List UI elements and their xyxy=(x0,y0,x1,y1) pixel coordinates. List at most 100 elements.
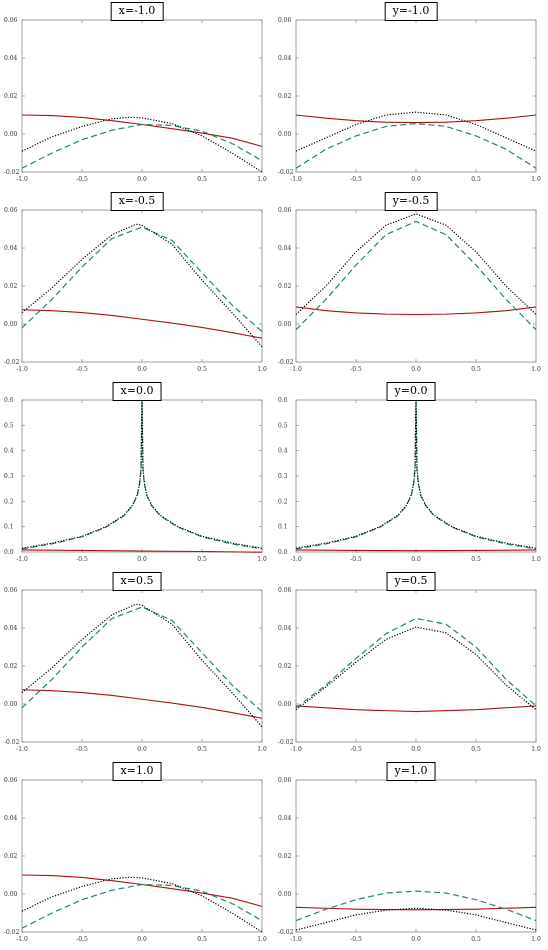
series-line-solid xyxy=(21,309,263,339)
y-tick-label: 0.02 xyxy=(4,283,18,290)
chart-title: x=-1.0 xyxy=(110,2,164,21)
chart-plot: 0.0 0.1 0.2 0.3 0.4 0.5 0.6 -1.0 -0.5 0.0 0.5 1.0 xyxy=(278,394,541,563)
chart-panel: -0.02 0.00 0.02 0.04 0.06 -1.0 -0.5 0.0 0.5 1.0 y=… xyxy=(274,760,548,950)
x-tick-label: 1.0 xyxy=(257,366,267,373)
x-tick-label: 0.5 xyxy=(471,746,481,753)
x-tick-label: 0.0 xyxy=(411,556,421,563)
plot-frame xyxy=(295,589,537,743)
series-line-dashed xyxy=(21,883,263,929)
x-tick-label: -0.5 xyxy=(350,746,362,753)
x-tick-label: 0.5 xyxy=(471,936,481,943)
x-tick-label: -0.5 xyxy=(76,746,88,753)
y-tick-label: 0.06 xyxy=(4,587,18,594)
chart-plot: -0.02 0.00 0.02 0.04 0.06 -1.0 -0.5 0.0 0.5 1.0 xyxy=(278,777,541,943)
y-tick-label: 0.06 xyxy=(278,587,292,594)
x-tick-label: 0.0 xyxy=(411,746,421,753)
y-tick-label: 0.00 xyxy=(278,321,292,328)
y-tick-label: 0.5 xyxy=(4,422,14,429)
x-tick-label: -0.5 xyxy=(350,176,362,183)
series-line-solid xyxy=(295,906,537,911)
series-line-dashed xyxy=(21,606,263,713)
chart-panel: -0.02 0.00 0.02 0.04 0.06 -1.0 -0.5 0.0 0.5 1.0 x=… xyxy=(0,570,274,760)
y-tick-label: 0.3 xyxy=(278,473,288,480)
x-tick-label: -1.0 xyxy=(16,936,28,943)
chart-panel: 0.0 0.1 0.2 0.3 0.4 0.5 0.6 -1.0 -0.5 0.0 0.5 1.0 y=… xyxy=(274,380,548,570)
y-tick-label: 0.04 xyxy=(4,815,18,822)
chart-panel: -0.02 0.00 0.02 0.04 0.06 -1.0 -0.5 0.0 0.5 1.0 x=… xyxy=(0,760,274,950)
plot-frame xyxy=(21,209,263,363)
x-tick-label: 0.5 xyxy=(197,746,207,753)
series-line-dashed xyxy=(21,226,263,333)
y-tick-label: 0.00 xyxy=(4,131,18,138)
y-tick-label: 0.1 xyxy=(278,524,288,531)
y-tick-label: 0.4 xyxy=(278,448,288,455)
chart-title: x=0.0 xyxy=(112,382,162,401)
series-line-solid xyxy=(295,114,537,124)
y-tick-label: 0.06 xyxy=(278,777,292,784)
series-line-solid xyxy=(295,549,537,552)
y-tick-label: 0.04 xyxy=(278,815,292,822)
x-tick-label: 0.0 xyxy=(137,176,147,183)
y-tick-label: 0.6 xyxy=(278,397,288,404)
series-line-dotted xyxy=(21,876,263,933)
y-tick-label: 0.04 xyxy=(278,625,292,632)
series-line-solid xyxy=(21,689,263,719)
y-tick-label: 0.5 xyxy=(278,422,288,429)
series-line-solid xyxy=(21,874,263,907)
series-line-dotted xyxy=(295,394,537,549)
y-tick-label: 0.00 xyxy=(4,321,18,328)
x-tick-label: 0.0 xyxy=(411,366,421,373)
y-tick-label: -0.02 xyxy=(278,169,294,176)
chart-title: y=1.0 xyxy=(386,762,436,781)
x-tick-label: -1.0 xyxy=(16,176,28,183)
y-tick-label: 0.04 xyxy=(278,55,292,62)
plot-frame xyxy=(295,209,537,363)
x-tick-label: -1.0 xyxy=(290,176,302,183)
y-tick-label: 0.0 xyxy=(4,549,14,556)
x-tick-label: -0.5 xyxy=(350,366,362,373)
y-tick-label: -0.02 xyxy=(278,929,294,936)
x-tick-label: 0.5 xyxy=(471,556,481,563)
x-tick-label: -0.5 xyxy=(350,556,362,563)
x-tick-label: -1.0 xyxy=(290,936,302,943)
series-line-solid xyxy=(295,306,537,316)
series-line-solid xyxy=(21,114,263,147)
chart-plot: -0.02 0.00 0.02 0.04 0.06 -1.0 -0.5 0.0 0.5 1.0 xyxy=(278,587,541,753)
chart-panel: -0.02 0.00 0.02 0.04 0.06 -1.0 -0.5 0.0 0.5 1.0 y=… xyxy=(274,0,548,190)
chart-title: y=0.0 xyxy=(386,382,436,401)
x-tick-label: 0.0 xyxy=(411,176,421,183)
series-line-dotted xyxy=(295,907,537,931)
y-tick-label: 0.02 xyxy=(278,663,292,670)
x-tick-label: 0.0 xyxy=(137,936,147,943)
series-line-dashed xyxy=(295,220,537,331)
y-tick-label: 0.04 xyxy=(4,55,18,62)
x-tick-label: -0.5 xyxy=(350,936,362,943)
x-tick-label: -0.5 xyxy=(76,366,88,373)
x-tick-label: -1.0 xyxy=(16,746,28,753)
x-tick-label: -0.5 xyxy=(76,936,88,943)
y-tick-label: 0.02 xyxy=(4,853,18,860)
chart-plot: -0.02 0.00 0.02 0.04 0.06 -1.0 -0.5 0.0 0.5 1.0 xyxy=(4,207,267,373)
series-line-dashed xyxy=(295,122,537,169)
y-tick-label: -0.02 xyxy=(4,739,20,746)
y-tick-label: 0.06 xyxy=(278,207,292,214)
x-tick-label: 1.0 xyxy=(257,176,267,183)
x-tick-label: 0.5 xyxy=(471,176,481,183)
y-tick-label: 0.00 xyxy=(4,891,18,898)
y-tick-label: -0.02 xyxy=(278,359,294,366)
x-tick-label: 0.0 xyxy=(411,936,421,943)
chart-plot: -0.02 0.00 0.02 0.04 0.06 -1.0 -0.5 0.0 0.5 1.0 xyxy=(278,17,541,183)
x-tick-label: 1.0 xyxy=(531,556,541,563)
x-tick-label: 0.5 xyxy=(471,366,481,373)
y-tick-label: 0.2 xyxy=(4,498,14,505)
x-tick-label: 0.5 xyxy=(197,936,207,943)
plot-frame xyxy=(295,19,537,173)
y-tick-label: 0.00 xyxy=(278,701,292,708)
y-tick-label: 0.3 xyxy=(4,473,14,480)
y-tick-label: 0.02 xyxy=(278,283,292,290)
x-tick-label: 0.5 xyxy=(197,366,207,373)
x-tick-label: 1.0 xyxy=(257,936,267,943)
x-tick-label: 1.0 xyxy=(257,556,267,563)
chart-plot: -0.02 0.00 0.02 0.04 0.06 -1.0 -0.5 0.0 0.5 1.0 xyxy=(4,777,267,943)
